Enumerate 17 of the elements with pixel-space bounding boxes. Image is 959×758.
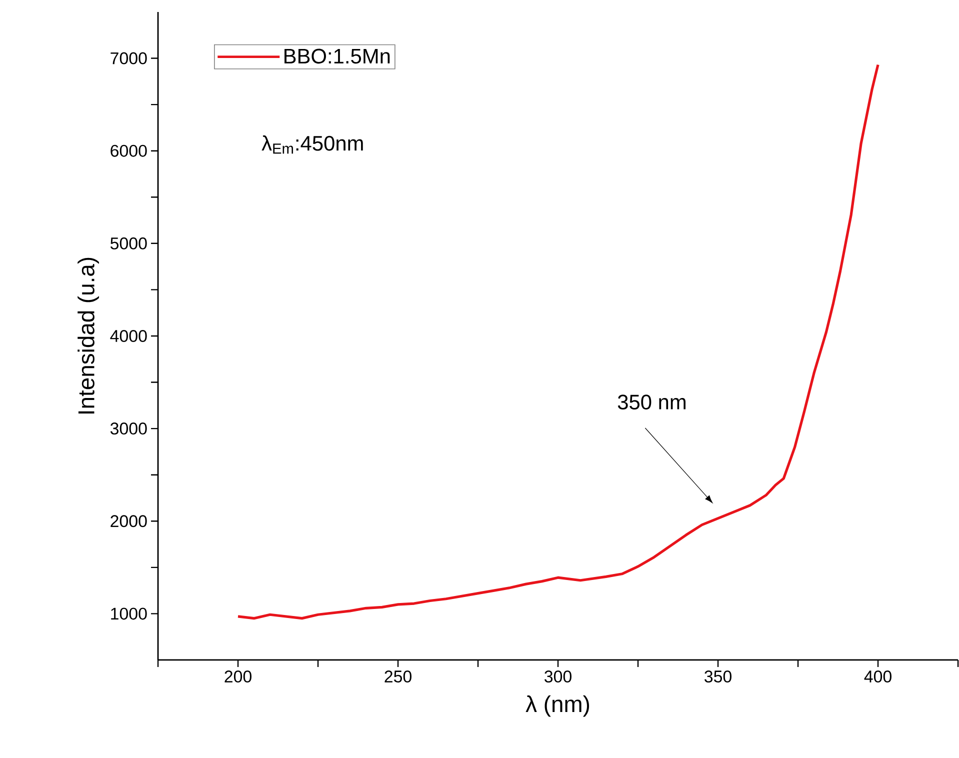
y-tick-label: 2000 [110,515,147,528]
x-tick-label: 300 [544,670,572,683]
x-tick-label: 350 [704,670,732,683]
legend-label: BBO:1.5Mn [284,48,390,64]
y-axis-title: Intensidad (u.a) [78,258,99,414]
y-tick-label: 7000 [110,52,147,64]
y-tick-label: 3000 [110,422,147,435]
y-tick-label: 6000 [110,144,147,157]
x-tick-label: 200 [224,670,252,683]
x-axis-title: λ (nm) [526,695,590,717]
x-tick-label: 400 [864,670,892,683]
y-tick-label: 5000 [110,237,147,250]
y-tick-label: 4000 [110,330,147,342]
x-tick-label: 250 [384,670,412,683]
annotation: λ$_{Em}$:450nm [262,135,363,154]
annotation: 350 nm [618,394,686,410]
y-tick-label: 1000 [111,608,147,620]
